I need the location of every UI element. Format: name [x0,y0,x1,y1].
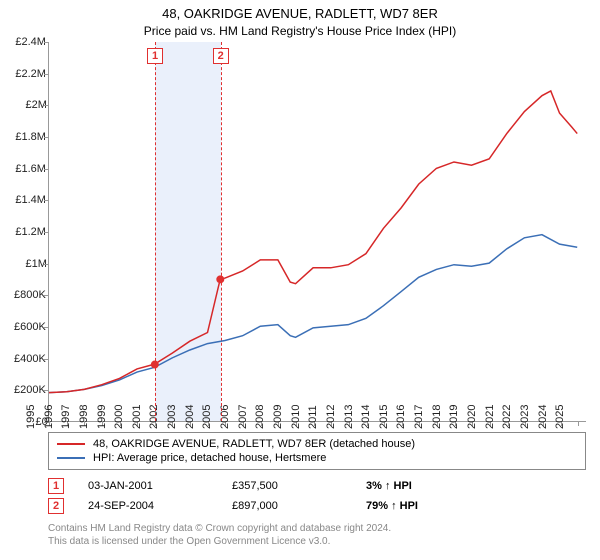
event-row: 1 03-JAN-2001 £357,500 3% ↑ HPI [48,476,586,496]
legend-swatch-b [57,457,85,459]
event-price: £357,500 [232,480,342,492]
event-price: £897,000 [232,500,342,512]
legend-label-b: HPI: Average price, detached house, Hert… [93,452,326,464]
chart-title: 48, OAKRIDGE AVENUE, RADLETT, WD7 8ER [0,0,600,21]
event-pct: 79% ↑ HPI [366,500,418,512]
y-axis-label: £2.2M [15,68,46,80]
event-date: 24-SEP-2004 [88,500,208,512]
series-a-line [49,91,577,393]
series-b-line [49,235,577,393]
footer-attribution: Contains HM Land Registry data © Crown c… [48,522,586,548]
y-axis-label: £600K [14,321,46,333]
legend-item-b: HPI: Average price, detached house, Hert… [57,451,577,465]
y-axis-label: £1.6M [15,163,46,175]
chart-container: 48, OAKRIDGE AVENUE, RADLETT, WD7 8ER Pr… [0,0,600,560]
chart-plot-area: £0£200K£400K£600K£800K£1M£1.2M£1.4M£1.6M… [48,42,586,422]
y-axis-label: £1.2M [15,226,46,238]
event-number-box: 1 [48,478,64,494]
y-axis-label: £400K [14,353,46,365]
legend-label-a: 48, OAKRIDGE AVENUE, RADLETT, WD7 8ER (d… [93,438,415,450]
event-date: 03-JAN-2001 [88,480,208,492]
y-axis-label: £1.4M [15,194,46,206]
legend-box: 48, OAKRIDGE AVENUE, RADLETT, WD7 8ER (d… [48,432,586,470]
legend-item-a: 48, OAKRIDGE AVENUE, RADLETT, WD7 8ER (d… [57,437,577,451]
y-axis-label: £200K [14,384,46,396]
chart-subtitle: Price paid vs. HM Land Registry's House … [0,21,600,42]
event-number-box: 2 [48,498,64,514]
event-table: 1 03-JAN-2001 £357,500 3% ↑ HPI 2 24-SEP-2004… [48,476,586,516]
event-dot [216,275,224,283]
event-pct: 3% ↑ HPI [366,480,412,492]
y-axis-label: £1.8M [15,131,46,143]
legend-swatch-a [57,443,85,445]
line-layer [49,42,586,421]
x-axis-label: 1995 [25,405,37,429]
y-axis-label: £800K [14,289,46,301]
footer-line-1: Contains HM Land Registry data © Crown c… [48,522,586,535]
event-dot [151,361,159,369]
event-row: 2 24-SEP-2004 £897,000 79% ↑ HPI [48,496,586,516]
footer-line-2: This data is licensed under the Open Gov… [48,535,586,548]
y-axis-label: £2.4M [15,36,46,48]
